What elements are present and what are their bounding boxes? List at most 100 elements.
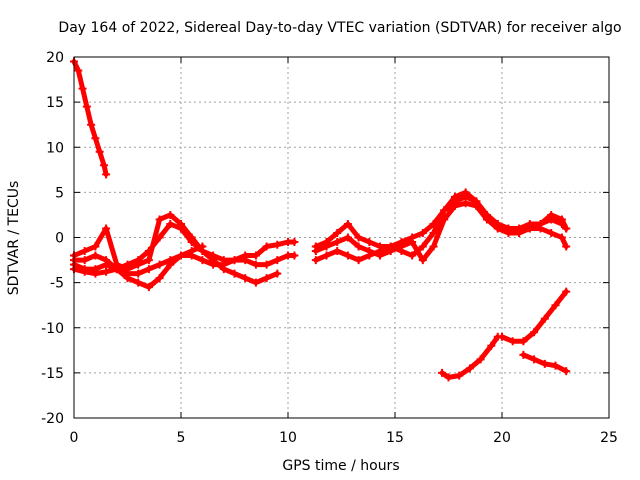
series-line xyxy=(71,59,109,177)
data-point xyxy=(444,373,453,382)
chart-title: Day 164 of 2022, Sidereal Day-to-day VTE… xyxy=(58,20,621,36)
data-point xyxy=(354,233,363,242)
data-point xyxy=(418,228,427,237)
data-point xyxy=(290,238,299,247)
y-tick-label: -5 xyxy=(50,276,64,292)
data-point xyxy=(273,256,282,265)
data-point xyxy=(519,350,528,359)
data-point xyxy=(82,102,91,111)
data-point xyxy=(155,260,164,269)
data-point xyxy=(134,269,143,278)
data-point xyxy=(450,192,459,201)
series-layer xyxy=(70,57,571,382)
series-arc-4 xyxy=(70,210,282,287)
data-point xyxy=(333,228,342,237)
data-point xyxy=(273,269,282,278)
data-point xyxy=(80,267,89,276)
data-point xyxy=(166,260,175,269)
data-point xyxy=(134,278,143,287)
data-point xyxy=(177,219,185,228)
data-point xyxy=(80,256,89,265)
data-point xyxy=(262,260,271,269)
data-point xyxy=(333,238,342,247)
data-point xyxy=(134,260,143,269)
data-point xyxy=(95,147,104,156)
data-point xyxy=(99,161,108,170)
data-point xyxy=(418,242,427,251)
series-arc-5 xyxy=(70,242,207,292)
data-point xyxy=(557,215,566,224)
data-point xyxy=(551,301,560,310)
y-tick-label: 0 xyxy=(55,231,64,247)
y-tick-label: -10 xyxy=(41,321,64,337)
data-point xyxy=(525,224,534,233)
data-point xyxy=(87,120,96,129)
data-point xyxy=(536,219,545,228)
y-tick-label: 5 xyxy=(55,185,64,201)
data-point xyxy=(540,359,549,368)
data-point xyxy=(397,247,406,256)
data-point xyxy=(74,66,83,75)
data-point xyxy=(487,341,496,350)
data-point xyxy=(498,332,506,341)
data-point xyxy=(166,219,175,228)
data-point xyxy=(80,247,89,256)
data-point xyxy=(123,265,132,274)
data-point xyxy=(418,256,427,265)
data-point xyxy=(219,265,228,274)
data-point xyxy=(230,269,239,278)
data-point xyxy=(461,199,470,208)
x-tick-label: 20 xyxy=(493,430,511,446)
series-arc-8 xyxy=(311,188,571,265)
data-point xyxy=(144,256,153,265)
data-point xyxy=(241,256,250,265)
data-point xyxy=(438,368,447,377)
series-arc-1 xyxy=(70,57,111,179)
data-point xyxy=(376,247,385,256)
series-arc-11 xyxy=(519,350,571,376)
data-point xyxy=(450,201,459,210)
x-tick-label: 25 xyxy=(600,430,618,446)
axis-ticks: 0 5 10 15 20 25 -20 -15 -10 -5 0 5 10 15 20 xyxy=(41,50,618,446)
data-point xyxy=(530,355,539,364)
grid xyxy=(74,57,609,418)
data-point xyxy=(322,251,331,260)
data-point xyxy=(251,278,260,287)
y-tick-label: -15 xyxy=(41,366,64,382)
data-point xyxy=(230,256,239,265)
data-point xyxy=(91,269,100,278)
data-point xyxy=(177,251,185,260)
data-point xyxy=(519,337,528,346)
data-point xyxy=(557,233,566,242)
data-point xyxy=(251,260,260,269)
data-point xyxy=(547,228,556,237)
data-point xyxy=(78,84,87,93)
data-point xyxy=(562,242,571,251)
x-tick-label: 10 xyxy=(279,430,297,446)
data-point xyxy=(429,242,438,251)
data-point xyxy=(343,219,352,228)
x-axis-label: GPS time / hours xyxy=(282,458,399,474)
data-point xyxy=(155,274,164,283)
data-point xyxy=(209,256,218,265)
y-axis-label: SDTVAR / TECUs xyxy=(6,181,22,296)
data-point xyxy=(144,265,153,274)
data-point xyxy=(241,274,250,283)
data-point xyxy=(112,265,121,274)
data-point xyxy=(386,242,395,251)
data-point xyxy=(408,238,417,247)
series-arc-10 xyxy=(498,287,571,346)
data-point xyxy=(166,210,175,219)
data-point xyxy=(429,228,438,237)
data-point xyxy=(102,170,111,179)
x-tick-label: 15 xyxy=(386,430,404,446)
data-point xyxy=(333,247,342,256)
data-point xyxy=(562,367,571,376)
data-point xyxy=(540,314,549,323)
data-point xyxy=(311,247,320,256)
data-point xyxy=(562,287,571,296)
data-point xyxy=(354,256,363,265)
data-point xyxy=(504,228,513,237)
data-point xyxy=(472,197,481,206)
data-point xyxy=(311,256,320,265)
